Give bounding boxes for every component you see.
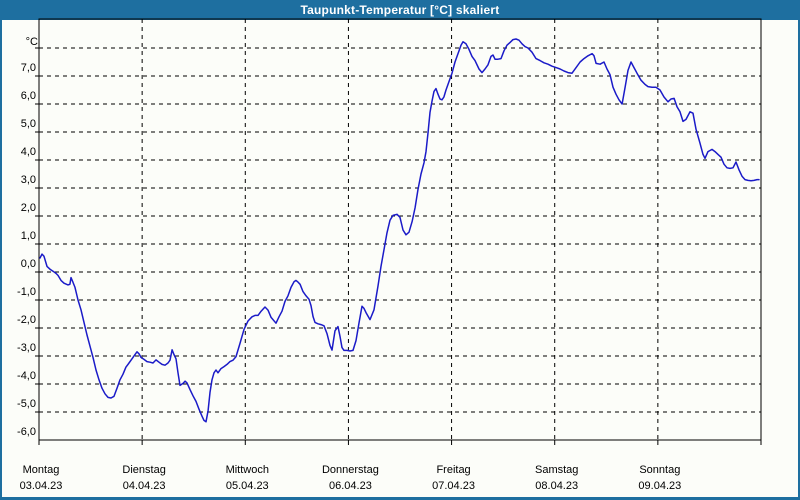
plot-border (38, 18, 762, 441)
y-tick-label: 6,0 (20, 90, 36, 102)
y-tick-label: -4,0 (17, 370, 36, 382)
temperature-series-line (39, 38, 760, 423)
window-title: Taupunkt-Temperatur [°C] skaliert (300, 3, 500, 17)
x-day-date-label: 04.04.23 (122, 480, 166, 492)
y-tick-label: 4,0 (20, 146, 36, 158)
y-tick-label: 5,0 (20, 118, 36, 130)
x-day-date-label: 09.04.23 (638, 480, 682, 492)
y-tick-label: -6,0 (17, 426, 36, 438)
x-day-name-label: Donnerstag (321, 464, 379, 476)
y-tick-label: -2,0 (17, 314, 36, 326)
x-day-date-label: 08.04.23 (535, 480, 579, 492)
y-tick-label: 0,0 (20, 258, 36, 270)
y-tick-label: -5,0 (17, 398, 36, 410)
x-day-date-label: 03.04.23 (19, 480, 63, 492)
y-tick-label: -3,0 (17, 342, 36, 354)
window-titlebar: Taupunkt-Temperatur [°C] skaliert (0, 0, 800, 20)
x-day-date-label: 07.04.23 (432, 480, 475, 492)
y-axis-unit-label: °C (25, 36, 38, 48)
x-day-name-label: Sonntag (639, 464, 681, 476)
x-day-name-label: Montag (22, 464, 60, 476)
x-day-date-label: 05.04.23 (225, 480, 269, 492)
y-tick-label: 1,0 (20, 230, 36, 242)
x-day-name-label: Dienstag (122, 464, 166, 476)
y-tick-label: 7,0 (20, 62, 36, 74)
x-day-name-label: Freitag (436, 464, 471, 476)
y-tick-label: 2,0 (20, 202, 36, 214)
y-tick-label: -1,0 (17, 286, 36, 298)
x-day-date-label: 06.04.23 (329, 480, 372, 492)
x-day-name-label: Mittwoch (225, 464, 269, 476)
dewpoint-line-chart (35, 18, 762, 445)
y-tick-label: 3,0 (20, 174, 36, 186)
x-day-name-label: Samstag (534, 464, 579, 476)
